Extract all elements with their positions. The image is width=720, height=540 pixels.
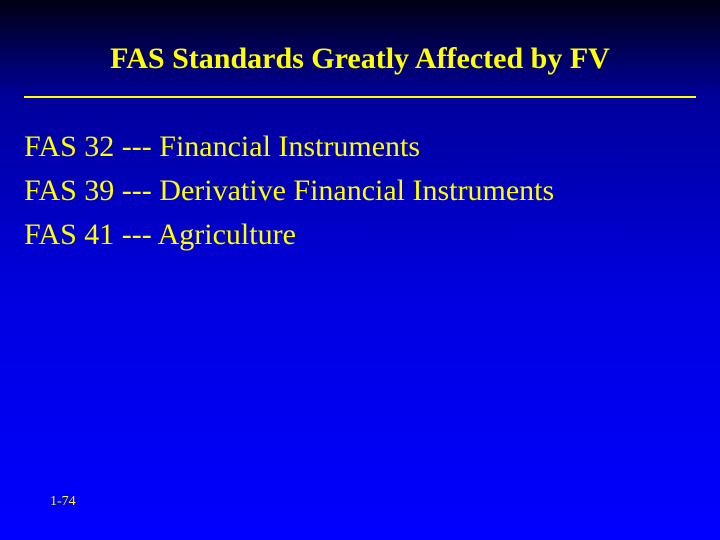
- slide-body: FAS 32 --- Financial Instruments FAS 39 …: [24, 126, 696, 258]
- slide-title: FAS Standards Greatly Affected by FV: [0, 42, 720, 76]
- list-item: FAS 39 --- Derivative Financial Instrume…: [24, 170, 696, 212]
- title-underline: [24, 96, 696, 98]
- page-number: 1-74: [50, 494, 76, 510]
- list-item: FAS 32 --- Financial Instruments: [24, 126, 696, 168]
- list-item: FAS 41 --- Agriculture: [24, 214, 696, 256]
- slide: FAS Standards Greatly Affected by FV FAS…: [0, 0, 720, 540]
